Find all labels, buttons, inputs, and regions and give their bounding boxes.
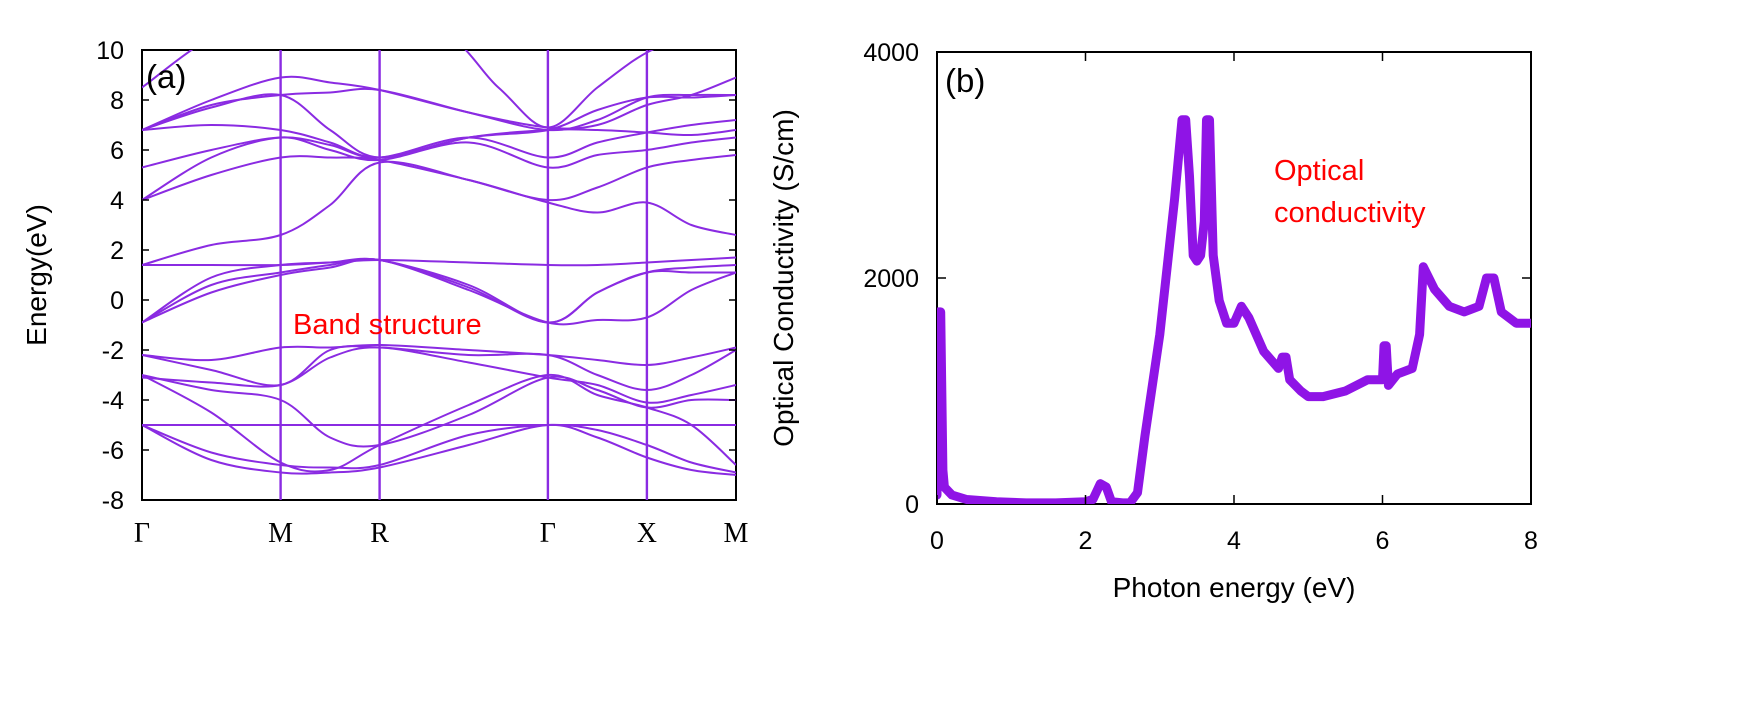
kpoint-label-3: Γ: [540, 518, 556, 549]
band-line-6: [142, 346, 736, 404]
band-line-11: [142, 257, 736, 324]
band-line-13: [142, 256, 736, 267]
bands-group: [142, 50, 736, 476]
high-symmetry-lines: [279, 50, 649, 500]
y-tick-label-b: 4000: [863, 39, 919, 67]
y-tick-label-a: -4: [102, 387, 124, 415]
y-tick-label-a: 4: [110, 187, 124, 215]
band-line-21: [142, 50, 655, 129]
plot-frame-a: [141, 49, 737, 501]
conductivity-line-1: [937, 115, 1531, 504]
plot-frame-b: [936, 51, 1532, 505]
y-tick-label-a: -8: [102, 487, 124, 515]
x-tick-label-b: 6: [1376, 527, 1390, 555]
conductivity-curve-group: [937, 115, 1531, 504]
band-line-8: [142, 343, 736, 367]
x-axis-title-b: Photon energy (eV): [1113, 572, 1356, 603]
band-line-15: [142, 136, 736, 201]
kpoint-label-0: Γ: [134, 518, 150, 549]
band-structure-panel: 10 8 6 4 2 0 -2 -4 -6 -8 Γ M R Γ X M (a) Band structur…: [21, 37, 749, 549]
band-line-2: [142, 423, 736, 474]
y-tick-label-a: 8: [110, 87, 124, 115]
band-structure-annotation: Band structure: [293, 309, 482, 341]
band-line-7: [142, 345, 736, 392]
ticks-b: 0 2 4 6 8 0 2000 4000: [863, 39, 1538, 555]
y-axis-title-a: Energy(eV): [21, 204, 52, 346]
x-tick-label-b: 8: [1524, 527, 1538, 555]
y-tick-label-a: 0: [110, 287, 124, 315]
x-tick-label-b: 0: [930, 527, 944, 555]
y-tick-label-b: 0: [905, 491, 919, 519]
kpoint-label-2: R: [370, 518, 389, 549]
kpoint-label-1: M: [268, 518, 293, 549]
band-line-5: [142, 374, 736, 448]
y-ticks-a: 10 8 6 4 2 0 -2 -4 -6 -8: [96, 37, 736, 515]
y-tick-label-a: 6: [110, 137, 124, 165]
kpoint-label-5: M: [724, 518, 749, 549]
band-line-4: [142, 373, 736, 473]
y-tick-label-a: -2: [102, 337, 124, 365]
x-tick-label-b: 2: [1079, 527, 1093, 555]
panel-label-b: (b): [945, 62, 985, 99]
panel-label-a: (a): [146, 58, 186, 95]
y-tick-label-b: 2000: [863, 265, 919, 293]
optical-annotation-line-1: Optical: [1274, 155, 1364, 187]
optical-annotation-line-2: conductivity: [1274, 197, 1426, 229]
band-line-14: [142, 154, 736, 202]
kpoint-label-4: X: [637, 518, 657, 549]
band-line-1: [142, 423, 736, 476]
y-tick-label-a: 10: [96, 37, 124, 65]
band-line-9: [142, 258, 736, 326]
y-tick-label-a: -6: [102, 437, 124, 465]
y-axis-title-b: Optical Conductivity (S/cm): [768, 109, 799, 447]
y-tick-label-a: 2: [110, 237, 124, 265]
x-tick-label-b: 4: [1227, 527, 1241, 555]
band-line-20: [142, 75, 736, 131]
